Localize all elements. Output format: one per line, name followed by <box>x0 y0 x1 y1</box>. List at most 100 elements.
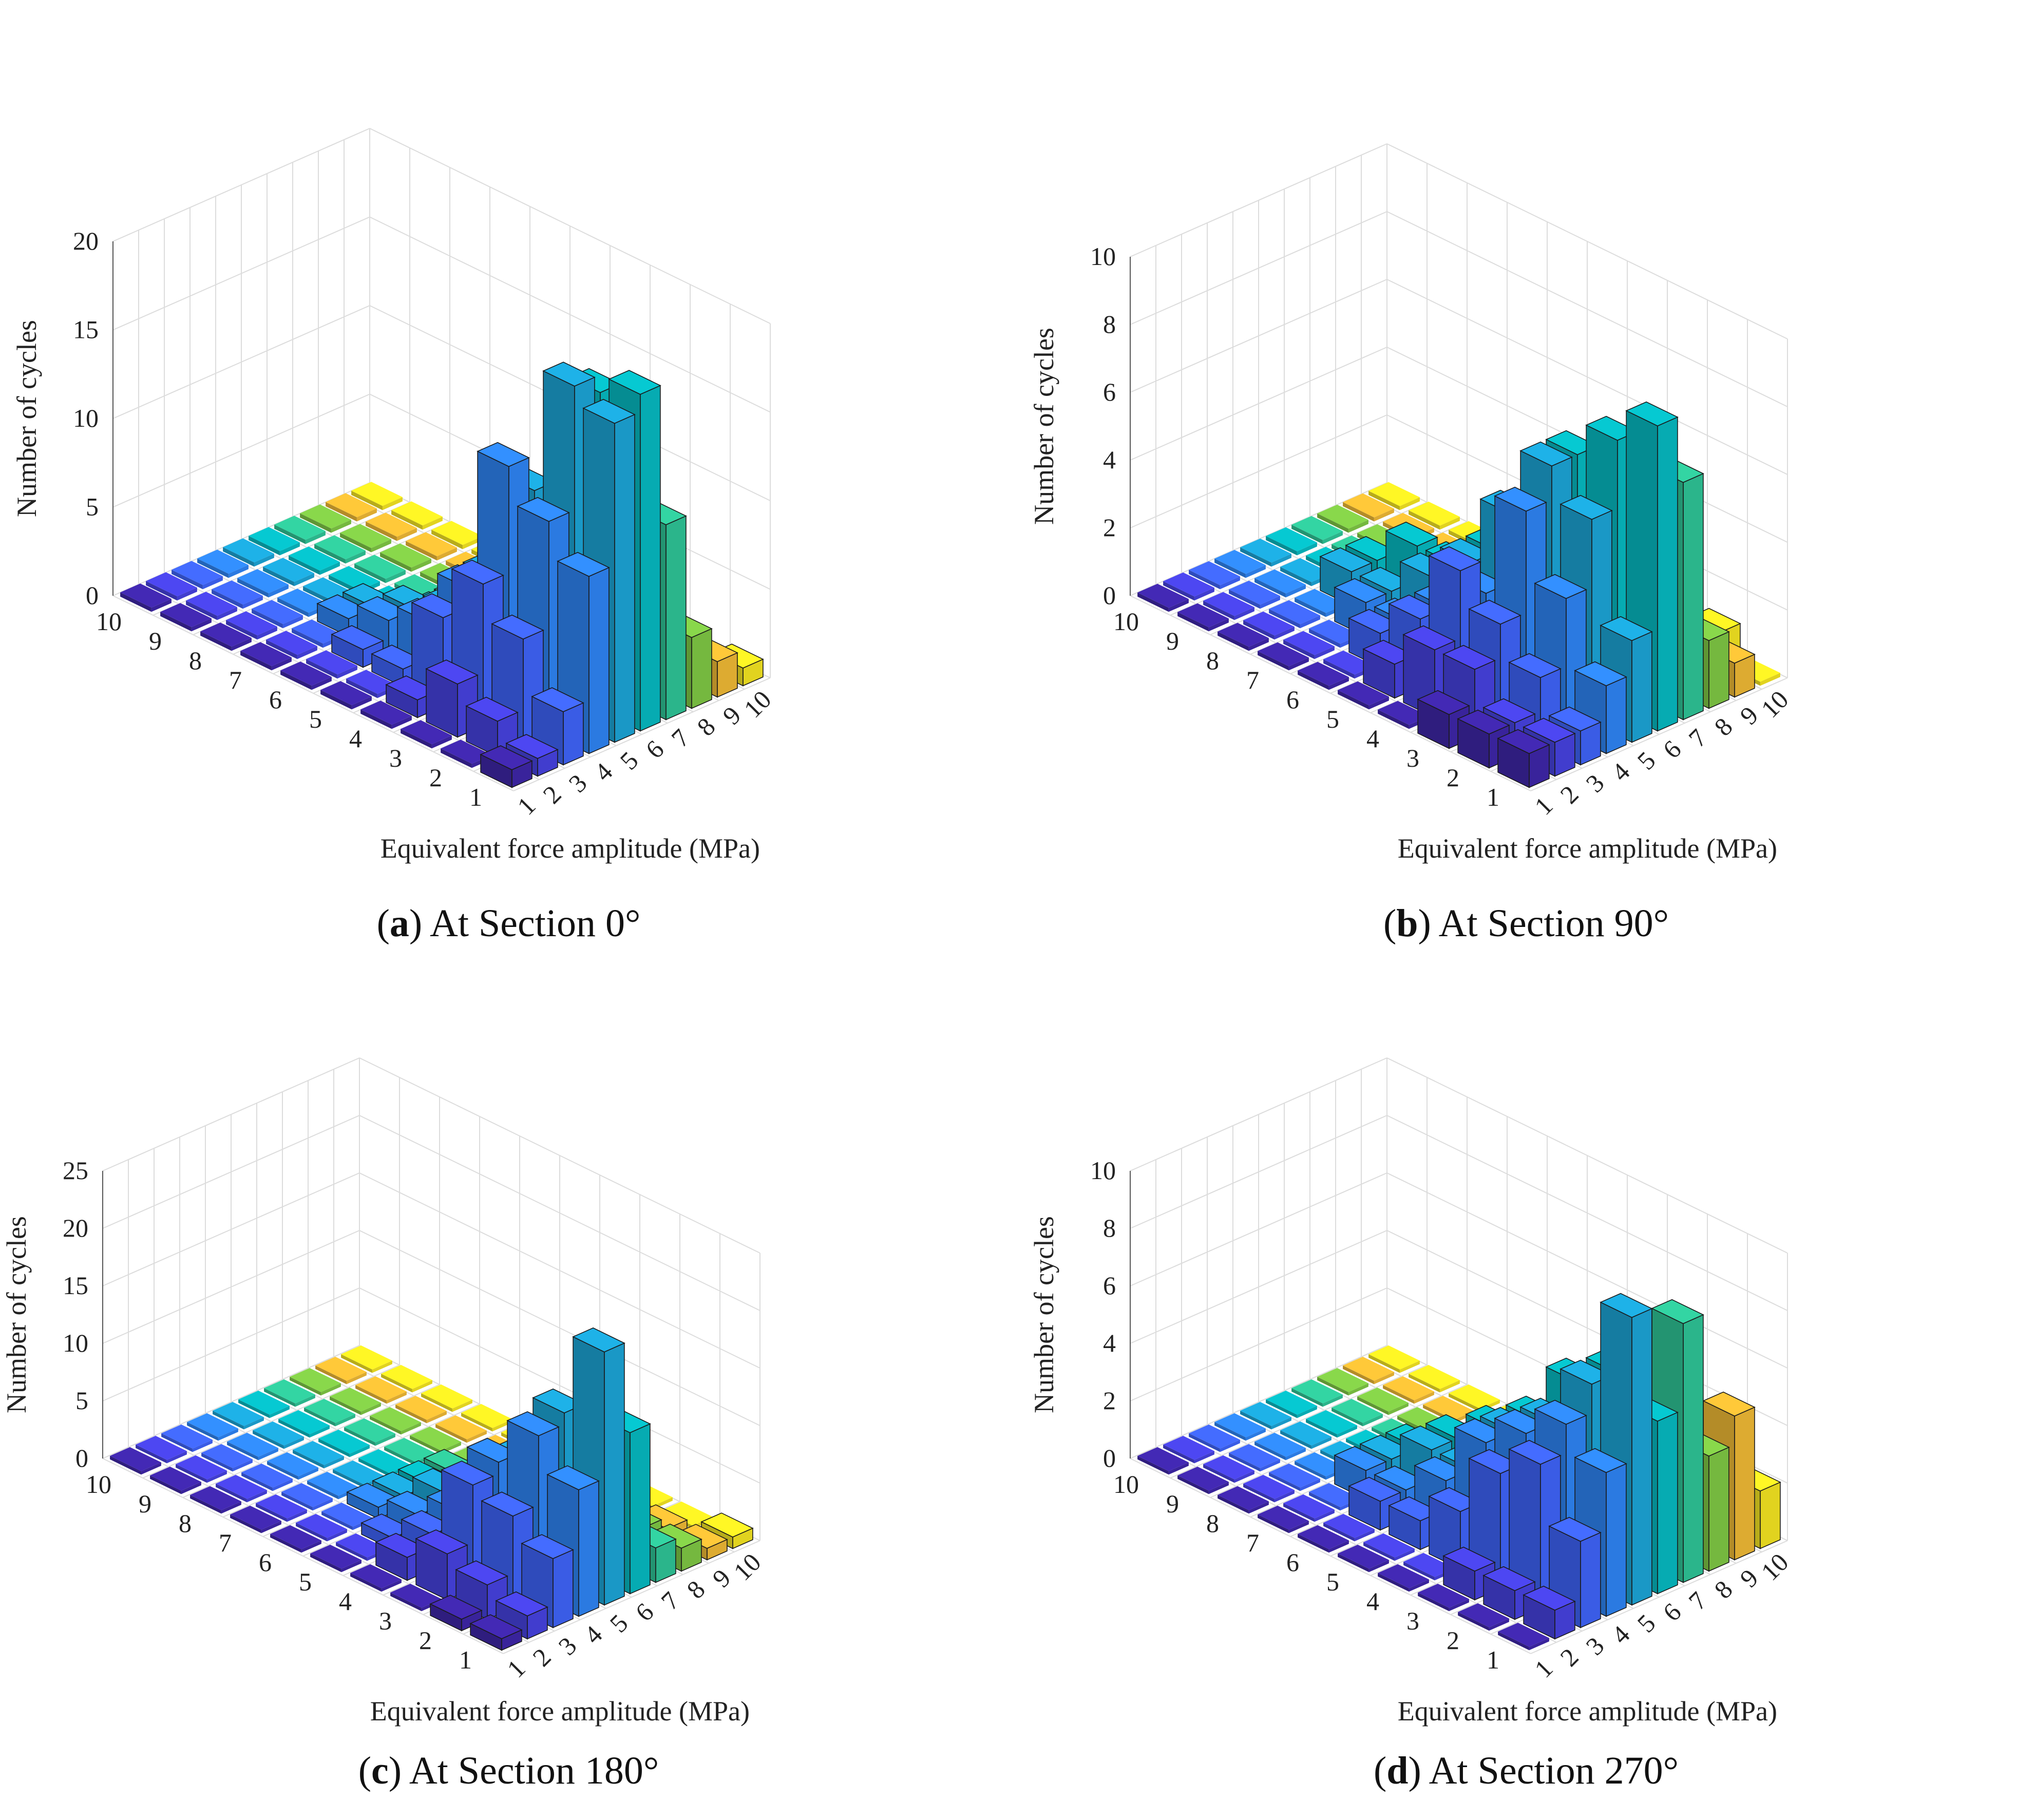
bar-a-x2-y8 <box>226 611 277 640</box>
bar-a-x6-y9 <box>289 546 340 575</box>
z-tick-label-c: 15 <box>63 1271 88 1300</box>
bar-c-x7-y9 <box>304 1398 355 1427</box>
bar-c-x1-y8 <box>190 1486 241 1514</box>
y-tick-label-a: 1 <box>469 783 482 811</box>
y-tick-label-a: 7 <box>229 666 242 694</box>
bar-b-x1-y5 <box>1338 681 1389 710</box>
x-tick-label-c: 10 <box>728 1548 767 1586</box>
y-tick-label-a: 2 <box>429 763 442 792</box>
bar-a-x5-y9 <box>263 558 314 586</box>
y-tick-label-a: 9 <box>149 627 162 655</box>
y-tick-label-d: 9 <box>1166 1489 1179 1518</box>
bar-c-x7-y10 <box>264 1379 315 1407</box>
z-tick-label-a: 0 <box>86 581 99 610</box>
bar-c-x2-y1 <box>495 1591 548 1640</box>
bar-c-x9-y8 <box>395 1395 447 1424</box>
y-tick-label-c: 1 <box>459 1645 472 1674</box>
y-tick-label-b: 1 <box>1487 783 1499 811</box>
bar-a-x1-y7 <box>240 642 292 671</box>
z-axis-title-b: Number of cycles <box>1029 328 1059 525</box>
y-tick-label-c: 10 <box>86 1470 111 1499</box>
y-tick-label-d: 8 <box>1206 1509 1219 1538</box>
bar-c-x9-y7 <box>435 1415 487 1443</box>
x-tick-label-c: 2 <box>527 1642 556 1672</box>
bar-c-x2-y8 <box>216 1474 267 1503</box>
bar-a-x1-y10 <box>120 583 172 612</box>
bar-d-x8-y9 <box>1357 1387 1409 1415</box>
bar-d-x4-y9 <box>1254 1432 1306 1461</box>
z-tick-label-b: 6 <box>1103 377 1116 406</box>
x-tick-label-c: 8 <box>681 1575 710 1604</box>
bar-a-x1-y1 <box>480 745 533 788</box>
x-tick-label-c: 4 <box>578 1620 607 1649</box>
bar-d-x5-y9 <box>1280 1421 1332 1449</box>
x-tick-label-b: 6 <box>1657 734 1686 764</box>
bar-b-x2-y10 <box>1163 572 1214 601</box>
bar-c-x1-y7 <box>230 1505 281 1533</box>
caption-text-d: At Section 270° <box>1429 1749 1679 1792</box>
bar-d-x3-y8 <box>1269 1463 1320 1491</box>
panel-b: 0 2 4 6 8 10 1 2 3 4 5 6 7 8 9 10 1 2 3 4 5 6 7 8 9 10 Number of c… <box>1017 0 2035 971</box>
x-tick-label-b: 1 <box>1529 791 1558 820</box>
bar-b-x4-y10 <box>1214 549 1266 578</box>
caption-a: (a) At Section 0° <box>376 902 641 945</box>
bar-c-x1-y1 <box>469 1614 523 1651</box>
x-tick-label-a: 1 <box>511 791 541 820</box>
z-tick-label-a: 15 <box>73 315 99 344</box>
bar-b-x1-y10 <box>1137 583 1189 612</box>
bar-c-x1-y5 <box>310 1544 362 1572</box>
y-tick-label-d: 6 <box>1286 1548 1299 1577</box>
bar-a-x4-y10 <box>197 549 249 578</box>
bar-b-x2-y9 <box>1203 592 1254 620</box>
caption-letter-d: d <box>1386 1749 1409 1792</box>
x-tick-label-b: 10 <box>1756 685 1794 724</box>
x-tick-label-a: 2 <box>537 780 566 809</box>
bar-b-x1-y9 <box>1177 603 1229 632</box>
bar-d-x1-y10 <box>1137 1447 1189 1475</box>
x-axis-title-c: Equivalent force amplitude (MPa) <box>370 1696 750 1727</box>
bars-a <box>120 362 764 788</box>
bar-b-x1-y6 <box>1298 661 1349 690</box>
x-tick-label-b: 5 <box>1631 746 1661 775</box>
bar-c-x5-y10 <box>213 1401 264 1430</box>
x-tick-label-a: 10 <box>738 685 777 724</box>
bar-a-x9-y10 <box>326 493 377 522</box>
z-tick-label-c: 5 <box>75 1386 88 1415</box>
caption-letter-c: c <box>371 1749 389 1792</box>
bar-d-x6-y10 <box>1266 1390 1317 1418</box>
bar-a-x8-y10 <box>300 504 351 533</box>
bar-a-x2-y7 <box>266 631 317 659</box>
z-tick-label-d: 8 <box>1103 1214 1116 1242</box>
bar-b-x5-y10 <box>1240 538 1291 567</box>
bar-a-x2-y6 <box>306 650 357 679</box>
caption-letter-b: b <box>1396 902 1418 945</box>
bar-d-x7-y9 <box>1332 1398 1383 1427</box>
y-tick-label-c: 4 <box>339 1587 352 1616</box>
y-tick-label-a: 6 <box>269 685 282 714</box>
bar-a-x1-y6 <box>280 661 332 690</box>
bar-c-x8-y10 <box>290 1368 341 1396</box>
x-tick-label-d: 1 <box>1529 1654 1558 1683</box>
caption-text-c: At Section 180° <box>409 1749 659 1792</box>
bar-c-x2-y7 <box>256 1494 307 1522</box>
bar-d-x2-y10 <box>1163 1435 1214 1464</box>
bar-a-x2-y9 <box>186 592 237 620</box>
y-tick-label-c: 7 <box>219 1528 232 1557</box>
bar-a-x1-y4 <box>360 700 412 729</box>
bar-c-x10-y9 <box>381 1364 432 1393</box>
x-tick-label-c: 5 <box>604 1608 633 1638</box>
x-tick-label-b: 3 <box>1580 768 1609 798</box>
bar-c-x1-y2 <box>429 1595 483 1632</box>
z-tick-label-c: 0 <box>75 1444 88 1472</box>
z-tick-label-d: 4 <box>1103 1329 1116 1357</box>
bar-c-x7-y8 <box>344 1418 395 1446</box>
bar-c-x3-y9 <box>201 1444 253 1472</box>
caption-c: (c) At Section 180° <box>358 1749 659 1792</box>
bars-d <box>1137 1293 1781 1651</box>
bar-b-x3-y10 <box>1189 561 1240 590</box>
bar-c-x6-y8 <box>318 1429 370 1457</box>
bar-b-x10-y9 <box>1409 501 1460 530</box>
caption-text-a: At Section 0° <box>430 902 641 945</box>
z-axis-title-a: Number of cycles <box>11 320 42 517</box>
